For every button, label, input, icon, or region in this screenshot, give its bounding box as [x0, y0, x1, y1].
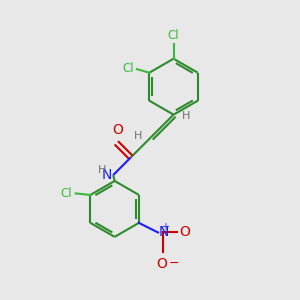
- Text: H: H: [134, 131, 142, 141]
- Text: +: +: [161, 222, 169, 232]
- Text: Cl: Cl: [168, 28, 179, 42]
- Text: H: H: [98, 165, 106, 175]
- Text: O: O: [156, 257, 167, 271]
- Text: Cl: Cl: [61, 187, 72, 200]
- Text: H: H: [182, 111, 190, 121]
- Text: Cl: Cl: [122, 62, 134, 75]
- Text: −: −: [169, 257, 180, 270]
- Text: N: N: [159, 226, 169, 239]
- Text: O: O: [112, 124, 123, 137]
- Text: O: O: [179, 226, 191, 239]
- Text: N: N: [101, 168, 112, 182]
